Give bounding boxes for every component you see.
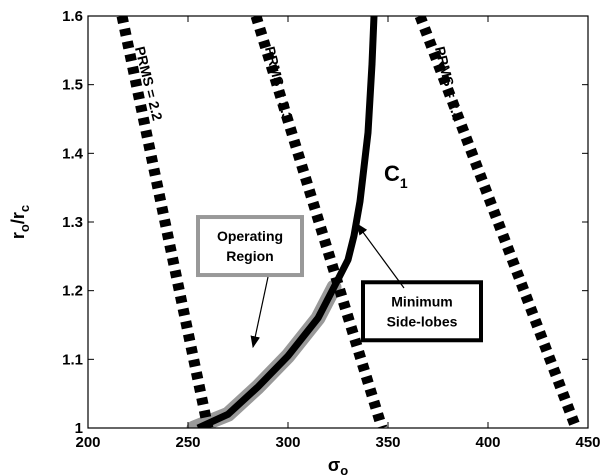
c1-label-sub: 1: [400, 175, 408, 191]
series-layer: [116, 16, 582, 428]
x-tick-label: 300: [275, 434, 300, 451]
y-tick-label: 1: [75, 420, 83, 437]
y-tick-label: 1.1: [62, 351, 83, 368]
x-axis-label-main: σ: [328, 455, 340, 475]
series-line-1: [250, 16, 388, 428]
x-tick-label: 400: [475, 434, 500, 451]
annotation-box-line: Region: [226, 248, 273, 264]
x-tick-label: 250: [175, 434, 200, 451]
y-axis-label-r: r: [8, 232, 28, 239]
c1-label-main: C: [384, 161, 400, 186]
y-axis-label-slash: /r: [8, 212, 28, 224]
y-axis-label-sub2: c: [17, 205, 32, 212]
y-tick-label: 1.2: [62, 283, 83, 300]
axes: 200 250 300 350 400 45011.11.21.31.41.51.6σor…: [8, 8, 601, 475]
annotation-box-line: Side-lobes: [387, 313, 458, 329]
series-line-0: [116, 16, 214, 428]
plot-area: [88, 16, 588, 428]
x-tick-label: 450: [575, 434, 600, 451]
x-axis-label-sub: o: [340, 463, 348, 475]
y-tick-label: 1.4: [62, 145, 84, 162]
minimum-sidelobes-arrow: [356, 223, 405, 289]
series-line-3: [196, 16, 378, 428]
plot-background: [88, 16, 588, 428]
y-axis-label: ro/rc: [8, 205, 32, 239]
x-axis-label: σo: [328, 455, 348, 475]
c1-label: C1: [384, 161, 408, 191]
y-tick-label: 1.6: [62, 8, 83, 25]
minimum-sidelobes-box: Minimum Side-lobes: [361, 280, 483, 343]
operating-region-arrow: [250, 276, 269, 349]
annotation-box-frame: [361, 280, 483, 343]
y-tick-label: 1.5: [62, 77, 83, 94]
y-axis-label-sub1: o: [17, 224, 32, 232]
annotation-box-line: Minimum: [391, 293, 452, 309]
operating-region-box: Operating Region: [196, 215, 304, 278]
x-tick-label: 350: [375, 434, 400, 451]
annotation-box-line: Operating: [217, 228, 283, 244]
x-tick-label: 200: [75, 434, 100, 451]
series-line-2: [414, 16, 582, 428]
y-tick-label: 1.3: [62, 214, 83, 231]
annotation-box-frame: [196, 215, 304, 278]
